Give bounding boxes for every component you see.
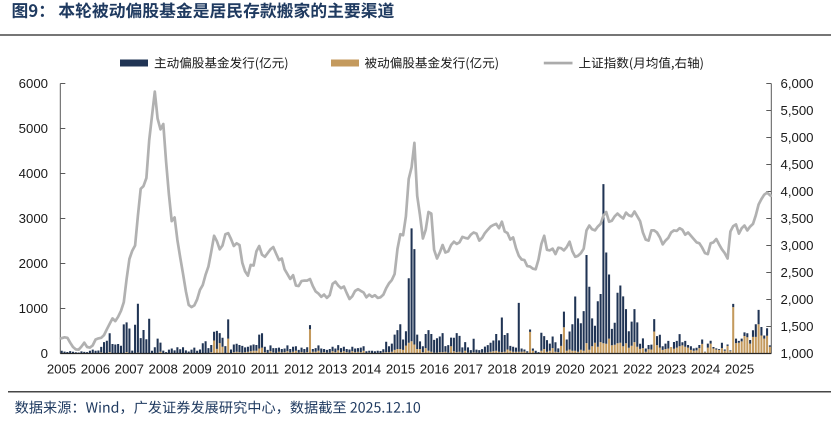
svg-text:2009: 2009	[182, 361, 211, 376]
svg-text:1,500: 1,500	[781, 319, 814, 334]
svg-text:2017: 2017	[454, 361, 483, 376]
svg-text:2005: 2005	[47, 361, 76, 376]
svg-text:2,000: 2,000	[781, 292, 814, 307]
svg-text:2010: 2010	[216, 361, 245, 376]
svg-text:4,500: 4,500	[781, 157, 814, 172]
svg-text:5,500: 5,500	[781, 103, 814, 118]
svg-text:2025: 2025	[725, 361, 754, 376]
svg-text:1,000: 1,000	[781, 346, 814, 361]
svg-text:2011: 2011	[251, 361, 279, 376]
svg-text:2015: 2015	[386, 361, 415, 376]
svg-text:5000: 5000	[19, 121, 48, 136]
svg-text:2014: 2014	[352, 361, 381, 376]
svg-text:2018: 2018	[488, 361, 517, 376]
svg-text:2008: 2008	[149, 361, 178, 376]
svg-text:0: 0	[41, 346, 48, 361]
svg-text:2006: 2006	[81, 361, 110, 376]
svg-text:6000: 6000	[19, 76, 48, 91]
svg-text:1000: 1000	[19, 301, 48, 316]
svg-text:2013: 2013	[318, 361, 347, 376]
svg-text:3000: 3000	[19, 211, 48, 226]
svg-text:2022: 2022	[623, 361, 652, 376]
svg-text:2021: 2021	[589, 361, 618, 376]
svg-text:2020: 2020	[555, 361, 584, 376]
svg-text:2007: 2007	[115, 361, 144, 376]
svg-text:4,000: 4,000	[781, 184, 814, 199]
svg-text:2000: 2000	[19, 256, 48, 271]
svg-text:2023: 2023	[657, 361, 686, 376]
svg-text:3,000: 3,000	[781, 238, 814, 253]
svg-text:3,500: 3,500	[781, 211, 814, 226]
svg-text:4000: 4000	[19, 166, 48, 181]
svg-text:5,000: 5,000	[781, 130, 814, 145]
svg-text:2016: 2016	[420, 361, 449, 376]
svg-text:2024: 2024	[691, 361, 720, 376]
svg-text:2019: 2019	[521, 361, 550, 376]
svg-text:6,000: 6,000	[781, 76, 814, 91]
svg-text:2,500: 2,500	[781, 265, 814, 280]
svg-text:2012: 2012	[284, 361, 313, 376]
